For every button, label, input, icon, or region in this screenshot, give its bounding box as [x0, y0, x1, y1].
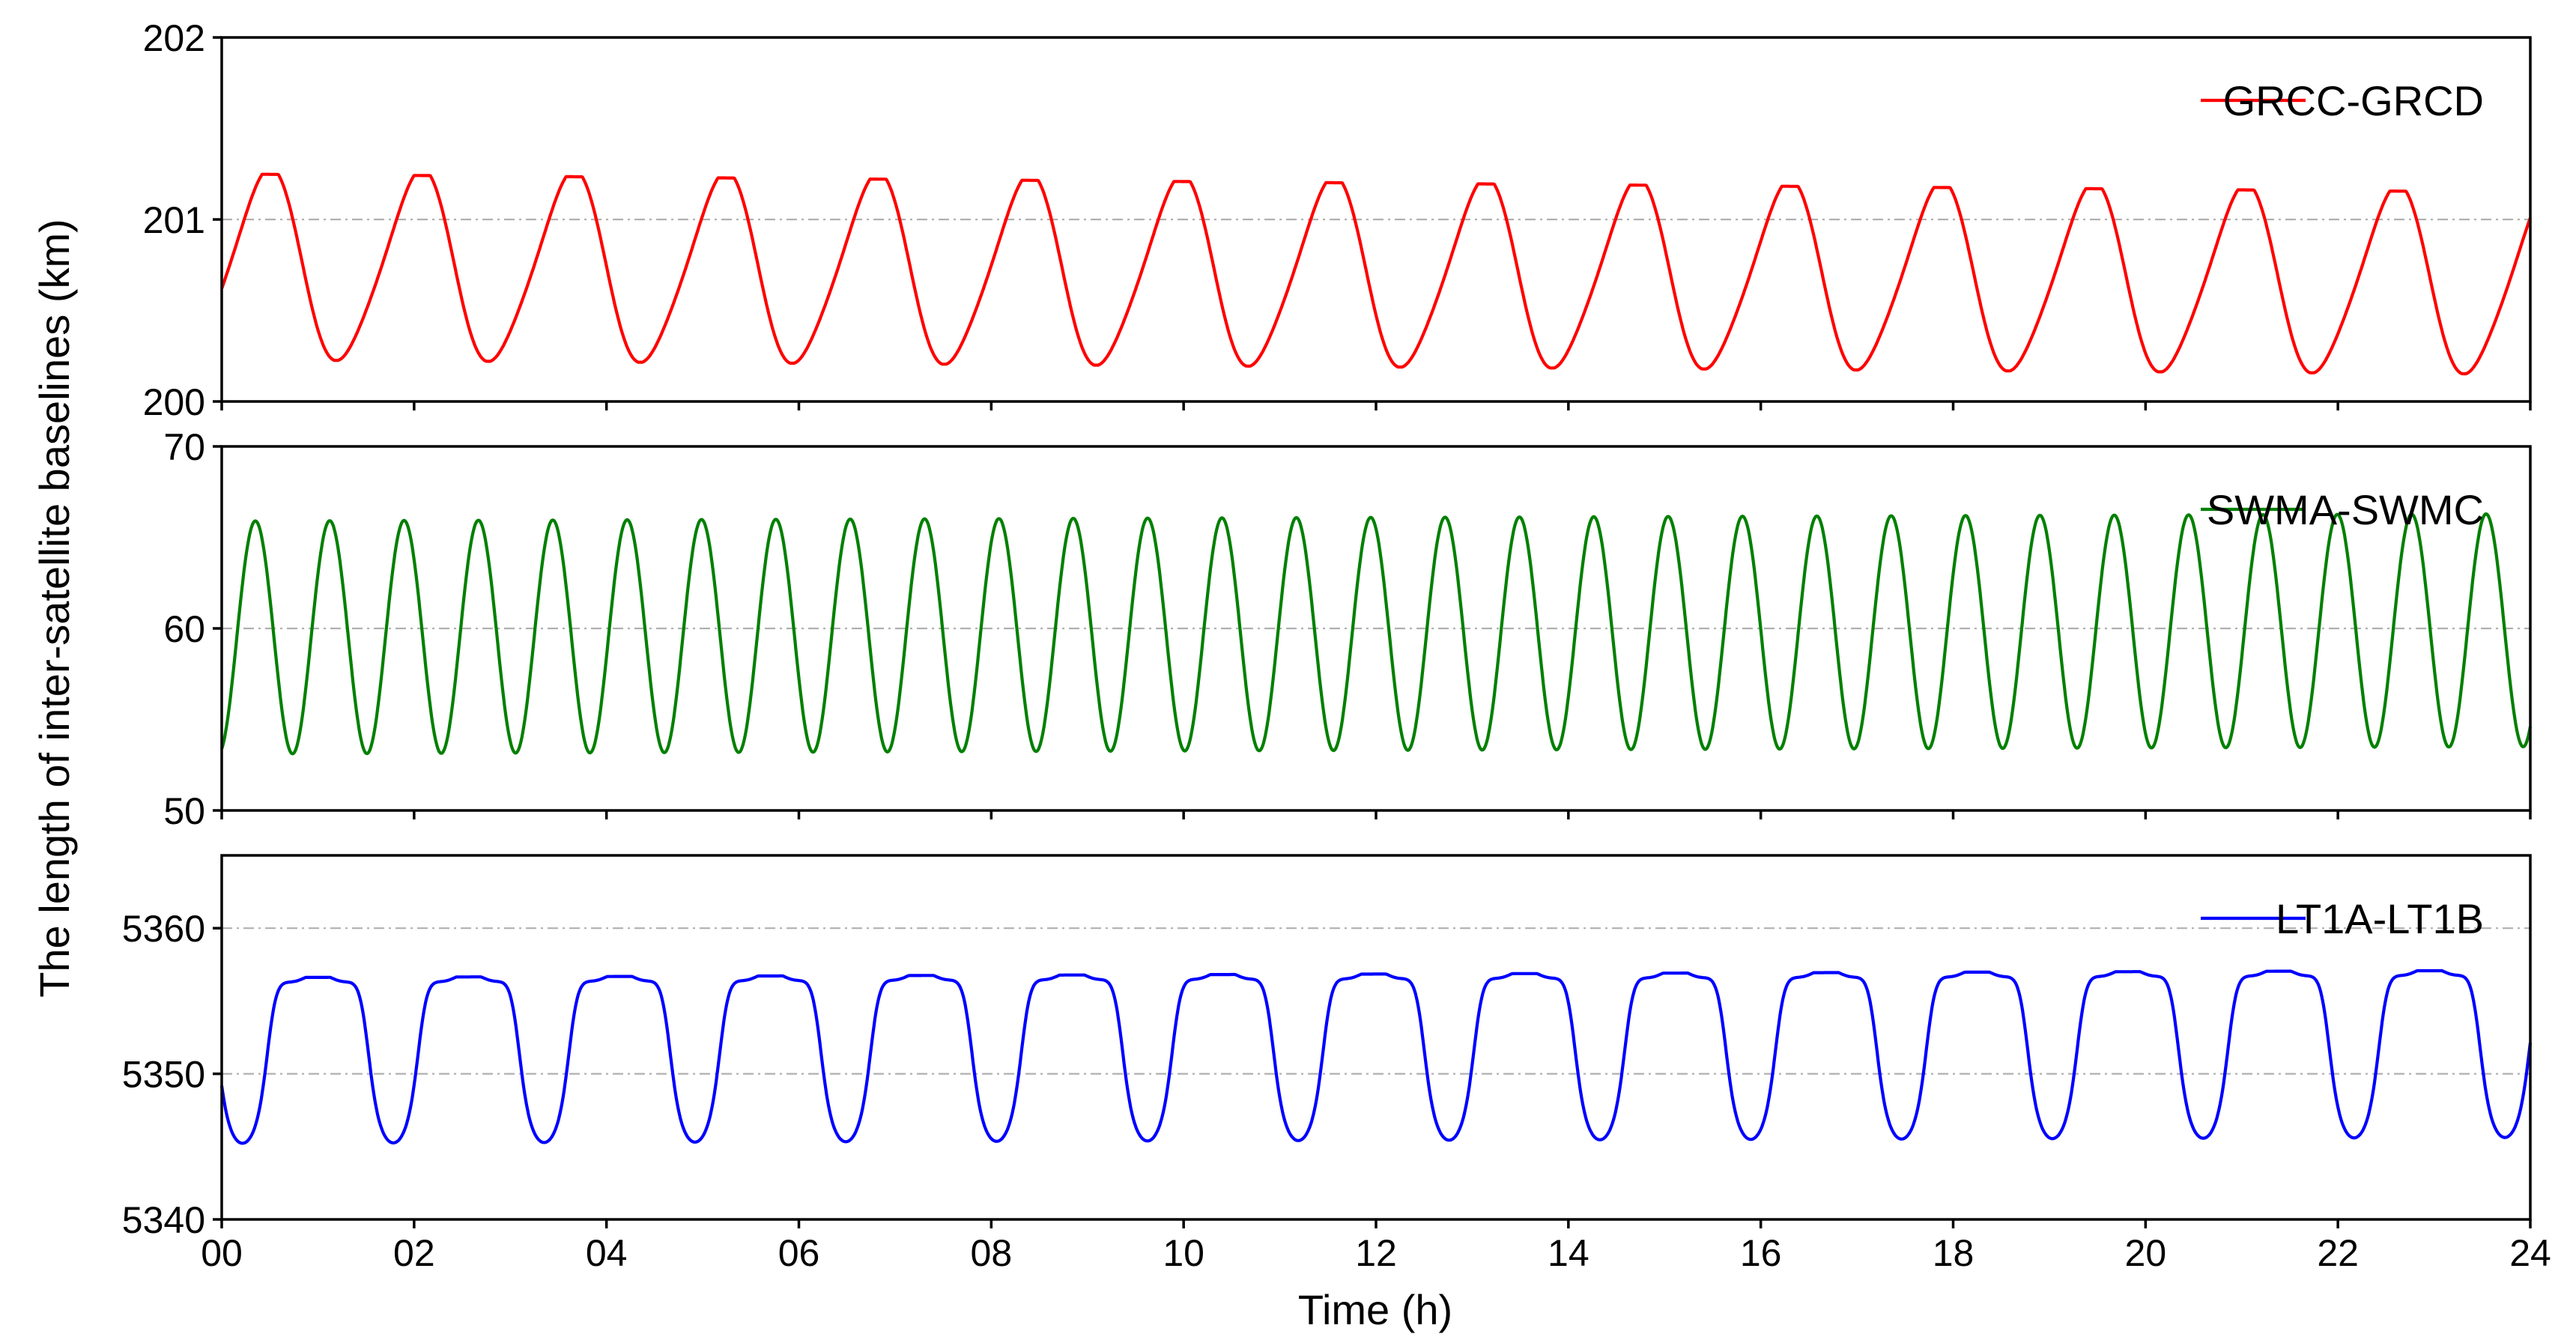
- x-axis-title: Time (h): [1298, 1286, 1452, 1333]
- panel-lt1a-lt1b: LT1A-LT1B 5340 5350 5360 00 02 04 06 08 10 12 14 16 1…: [122, 854, 2551, 1274]
- legend-label: SWMA-SWMC: [2207, 486, 2484, 533]
- series-line-lt1a-lt1b: [219, 968, 2533, 1145]
- x-tick-label: 22: [2317, 1232, 2359, 1274]
- x-tick-label: 14: [1548, 1232, 1589, 1274]
- y-tick-label: 201: [143, 199, 205, 241]
- y-tick-label: 200: [143, 381, 205, 423]
- y-tick-label: 50: [163, 790, 205, 832]
- legend-label: GRCC-GRCD: [2223, 77, 2484, 124]
- x-tick-label: 08: [971, 1232, 1013, 1274]
- x-tick-label: 04: [586, 1232, 628, 1274]
- legend-label: LT1A-LT1B: [2276, 895, 2484, 942]
- y-tick-label: 202: [143, 17, 205, 59]
- y-axis-title: The length of inter-satellite baselines …: [31, 219, 78, 998]
- panels: GRCC-GRCD200201202SWMA-SWMC506070LT1A-LT…: [122, 17, 2551, 1274]
- x-tick-label: 10: [1163, 1232, 1204, 1274]
- x-tick-label: 02: [393, 1232, 435, 1274]
- x-tick-label: 00: [201, 1232, 243, 1274]
- x-tick-label: 24: [2509, 1232, 2551, 1274]
- x-tick-label: 20: [2125, 1232, 2167, 1274]
- x-tick-label: 12: [1355, 1232, 1397, 1274]
- plot-frame: [220, 854, 2532, 1221]
- y-tick-label: 5360: [122, 908, 205, 950]
- series-line-grcc-grcd: [220, 172, 2532, 376]
- x-tick-label: 06: [778, 1232, 820, 1274]
- y-tick-label: 60: [163, 608, 205, 650]
- x-tick-label: 16: [1740, 1232, 1782, 1274]
- y-tick-label: 5350: [122, 1054, 205, 1096]
- y-tick-label: 70: [163, 426, 205, 468]
- panel-grcc-grcd: GRCC-GRCD 200 201 202: [143, 17, 2532, 423]
- series-line-swma-swmc: [219, 512, 2533, 756]
- y-tick-label: 5340: [122, 1199, 205, 1241]
- panel-swma-swmc: SWMA-SWMC 50 60 70: [163, 426, 2533, 832]
- x-tick-label: 18: [1933, 1232, 1975, 1274]
